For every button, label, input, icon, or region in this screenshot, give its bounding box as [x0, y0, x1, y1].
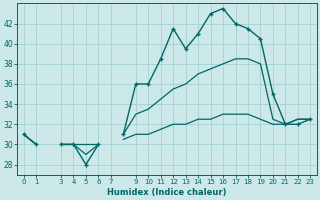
- X-axis label: Humidex (Indice chaleur): Humidex (Indice chaleur): [107, 188, 227, 197]
